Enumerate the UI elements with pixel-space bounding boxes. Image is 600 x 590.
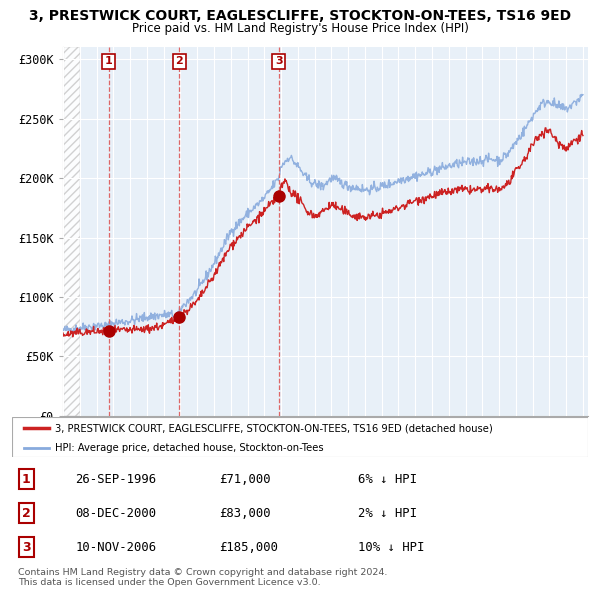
Text: £185,000: £185,000 (220, 541, 278, 554)
Text: £71,000: £71,000 (220, 473, 271, 486)
Text: Contains HM Land Registry data © Crown copyright and database right 2024.
This d: Contains HM Land Registry data © Crown c… (18, 568, 388, 587)
Text: £83,000: £83,000 (220, 507, 271, 520)
Bar (63, 47, 80, 416)
Text: HPI: Average price, detached house, Stockton-on-Tees: HPI: Average price, detached house, Stoc… (55, 444, 324, 454)
Text: 3, PRESTWICK COURT, EAGLESCLIFFE, STOCKTON-ON-TEES, TS16 9ED (detached house): 3, PRESTWICK COURT, EAGLESCLIFFE, STOCKT… (55, 424, 493, 434)
Text: 1: 1 (22, 473, 31, 486)
Text: 2: 2 (175, 57, 183, 67)
Text: 6% ↓ HPI: 6% ↓ HPI (358, 473, 416, 486)
Text: 08-DEC-2000: 08-DEC-2000 (76, 507, 157, 520)
Text: 3: 3 (275, 57, 283, 67)
Text: Price paid vs. HM Land Registry's House Price Index (HPI): Price paid vs. HM Land Registry's House … (131, 22, 469, 35)
Text: 1: 1 (105, 57, 113, 67)
Text: 26-SEP-1996: 26-SEP-1996 (76, 473, 157, 486)
Text: 3: 3 (22, 541, 31, 554)
Text: 3, PRESTWICK COURT, EAGLESCLIFFE, STOCKTON-ON-TEES, TS16 9ED: 3, PRESTWICK COURT, EAGLESCLIFFE, STOCKT… (29, 9, 571, 23)
Text: 2% ↓ HPI: 2% ↓ HPI (358, 507, 416, 520)
Text: 2: 2 (22, 507, 31, 520)
Text: 10% ↓ HPI: 10% ↓ HPI (358, 541, 424, 554)
Text: 10-NOV-2006: 10-NOV-2006 (76, 541, 157, 554)
